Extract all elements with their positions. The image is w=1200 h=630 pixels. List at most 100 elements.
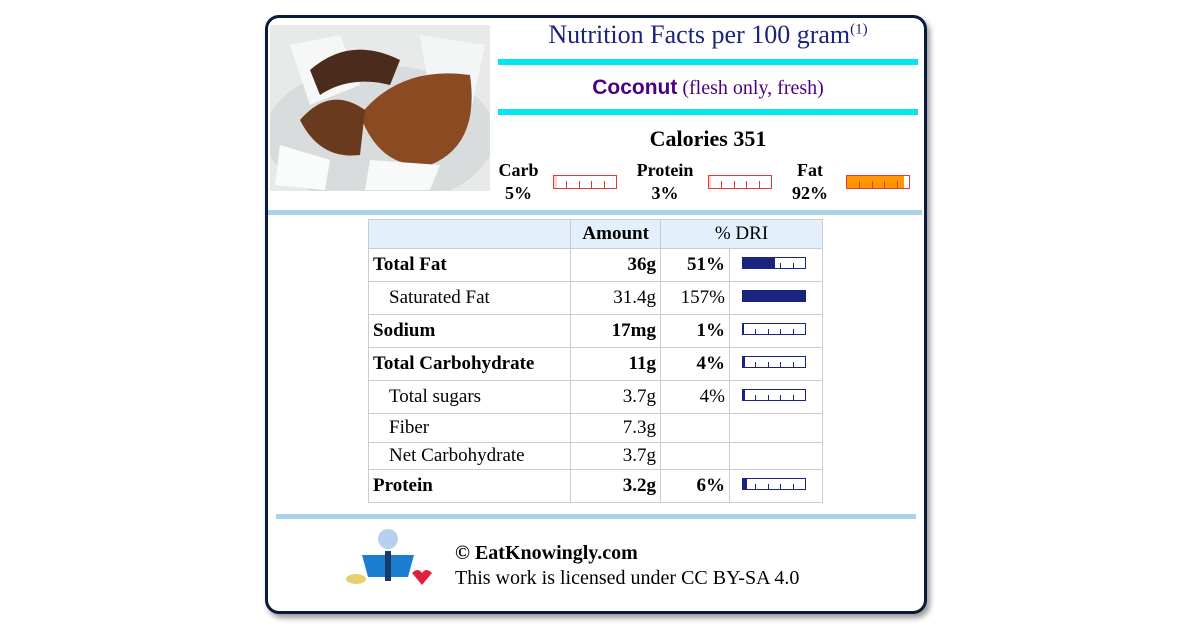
nutrient-name: Total Carbohydrate (367, 347, 572, 381)
bar-tick (758, 181, 760, 188)
macro-name: Fat (797, 160, 823, 180)
bar-tick (755, 484, 757, 489)
bar-tick (780, 484, 782, 489)
bar-fill (743, 324, 744, 334)
percent-bar (742, 323, 806, 335)
dri-cell (729, 442, 823, 470)
title: Nutrition Facts per 100 gram(1) (498, 20, 918, 50)
bar-tick (792, 362, 794, 367)
bar-tick (755, 395, 757, 400)
nutrient-row: Total Fat 36g 51% (367, 248, 823, 282)
dri-cell (729, 248, 823, 282)
percent-bar (742, 290, 806, 302)
nutrient-name: Fiber (367, 413, 572, 443)
percent-bar (742, 257, 806, 269)
food-name: Coconut (592, 76, 678, 99)
nutrient-name: Total sugars (367, 380, 572, 414)
bar-tick (767, 362, 769, 367)
nutrient-row: Net Carbohydrate 3.7g (367, 442, 823, 470)
bar-tick (871, 181, 873, 188)
bar-tick (591, 181, 593, 188)
percent-bar (742, 478, 806, 490)
header-cell (367, 219, 572, 249)
calories-value: 351 (733, 126, 767, 151)
food: Coconut (flesh only, fresh) (498, 76, 918, 100)
bar-tick (767, 329, 769, 334)
dri-percent (660, 413, 730, 443)
dri-cell (729, 380, 823, 414)
percent-bar (553, 175, 617, 189)
dri-percent: 4% (660, 380, 730, 414)
amount: 7.3g (570, 413, 661, 443)
dri-header: % DRI (660, 219, 823, 249)
dri-cell (729, 281, 823, 315)
divider (268, 210, 922, 215)
nutrient-name: Sodium (367, 314, 572, 348)
nutrient-row: Total Carbohydrate 11g 4% (367, 347, 823, 381)
dri-percent: 1% (660, 314, 730, 348)
bar-tick (721, 181, 723, 188)
food-detail: (flesh only, fresh) (682, 77, 824, 99)
amount: 3.7g (570, 442, 661, 470)
bar-tick (566, 181, 568, 188)
bar-tick (746, 181, 748, 188)
nutrient-name: Net Carbohydrate (367, 442, 572, 470)
nutrient-row: Protein 3.2g 6% (367, 469, 823, 503)
bar-tick (755, 329, 757, 334)
bar-fill (743, 479, 747, 489)
bar-tick (792, 395, 794, 400)
title-text: Nutrition Facts per 100 gram (548, 20, 851, 49)
amount-header: Amount (570, 219, 661, 249)
bar-tick (780, 362, 782, 367)
nutrient-row: Fiber 7.3g (367, 413, 823, 443)
percent-bar (742, 356, 806, 368)
bar-tick (792, 296, 794, 301)
nutrient-name: Saturated Fat (367, 281, 572, 315)
bar-tick (578, 181, 580, 188)
header-row: Amount% DRI (367, 219, 823, 249)
dri-percent: 4% (660, 347, 730, 381)
bar-tick (767, 263, 769, 268)
bar-tick (767, 296, 769, 301)
bar-fill (743, 357, 746, 367)
logo (346, 529, 432, 585)
dri-cell (729, 413, 823, 443)
license: This work is licensed under CC BY-SA 4.0 (455, 567, 800, 589)
bar-fill (743, 390, 746, 400)
footnote-mark: (1) (850, 21, 868, 38)
copyright: © EatKnowingly.com (455, 542, 638, 564)
nutrient-row: Sodium 17mg 1% (367, 314, 823, 348)
bar-tick (792, 484, 794, 489)
bar-tick (780, 263, 782, 268)
macro-name: Carb (498, 160, 539, 180)
divider (498, 59, 918, 65)
amount: 3.7g (570, 380, 661, 414)
bar-tick (755, 263, 757, 268)
amount: 36g (570, 248, 661, 282)
calories-label: Calories (649, 126, 728, 151)
dri-percent: 157% (660, 281, 730, 315)
dri-cell (729, 347, 823, 381)
bar-fill (847, 176, 905, 188)
percent-bar (742, 389, 806, 401)
calories: Calories 351 (498, 126, 918, 152)
dri-percent (660, 442, 730, 470)
bar-tick (755, 296, 757, 301)
bar-tick (767, 395, 769, 400)
divider (498, 109, 918, 115)
dri-percent: 51% (660, 248, 730, 282)
bar-tick (603, 181, 605, 188)
nutrient-row: Saturated Fat 31.4g 157% (367, 281, 823, 315)
bar-tick (780, 329, 782, 334)
amount: 17mg (570, 314, 661, 348)
macro-percent: 5% (505, 183, 532, 203)
food-photo (270, 25, 490, 191)
bar-tick (780, 296, 782, 301)
nutrient-name: Total Fat (367, 248, 572, 282)
amount: 31.4g (570, 281, 661, 315)
bar-fill (554, 176, 558, 188)
percent-bar (846, 175, 910, 189)
macro-percent: 3% (651, 183, 679, 203)
percent-bar (708, 175, 772, 189)
